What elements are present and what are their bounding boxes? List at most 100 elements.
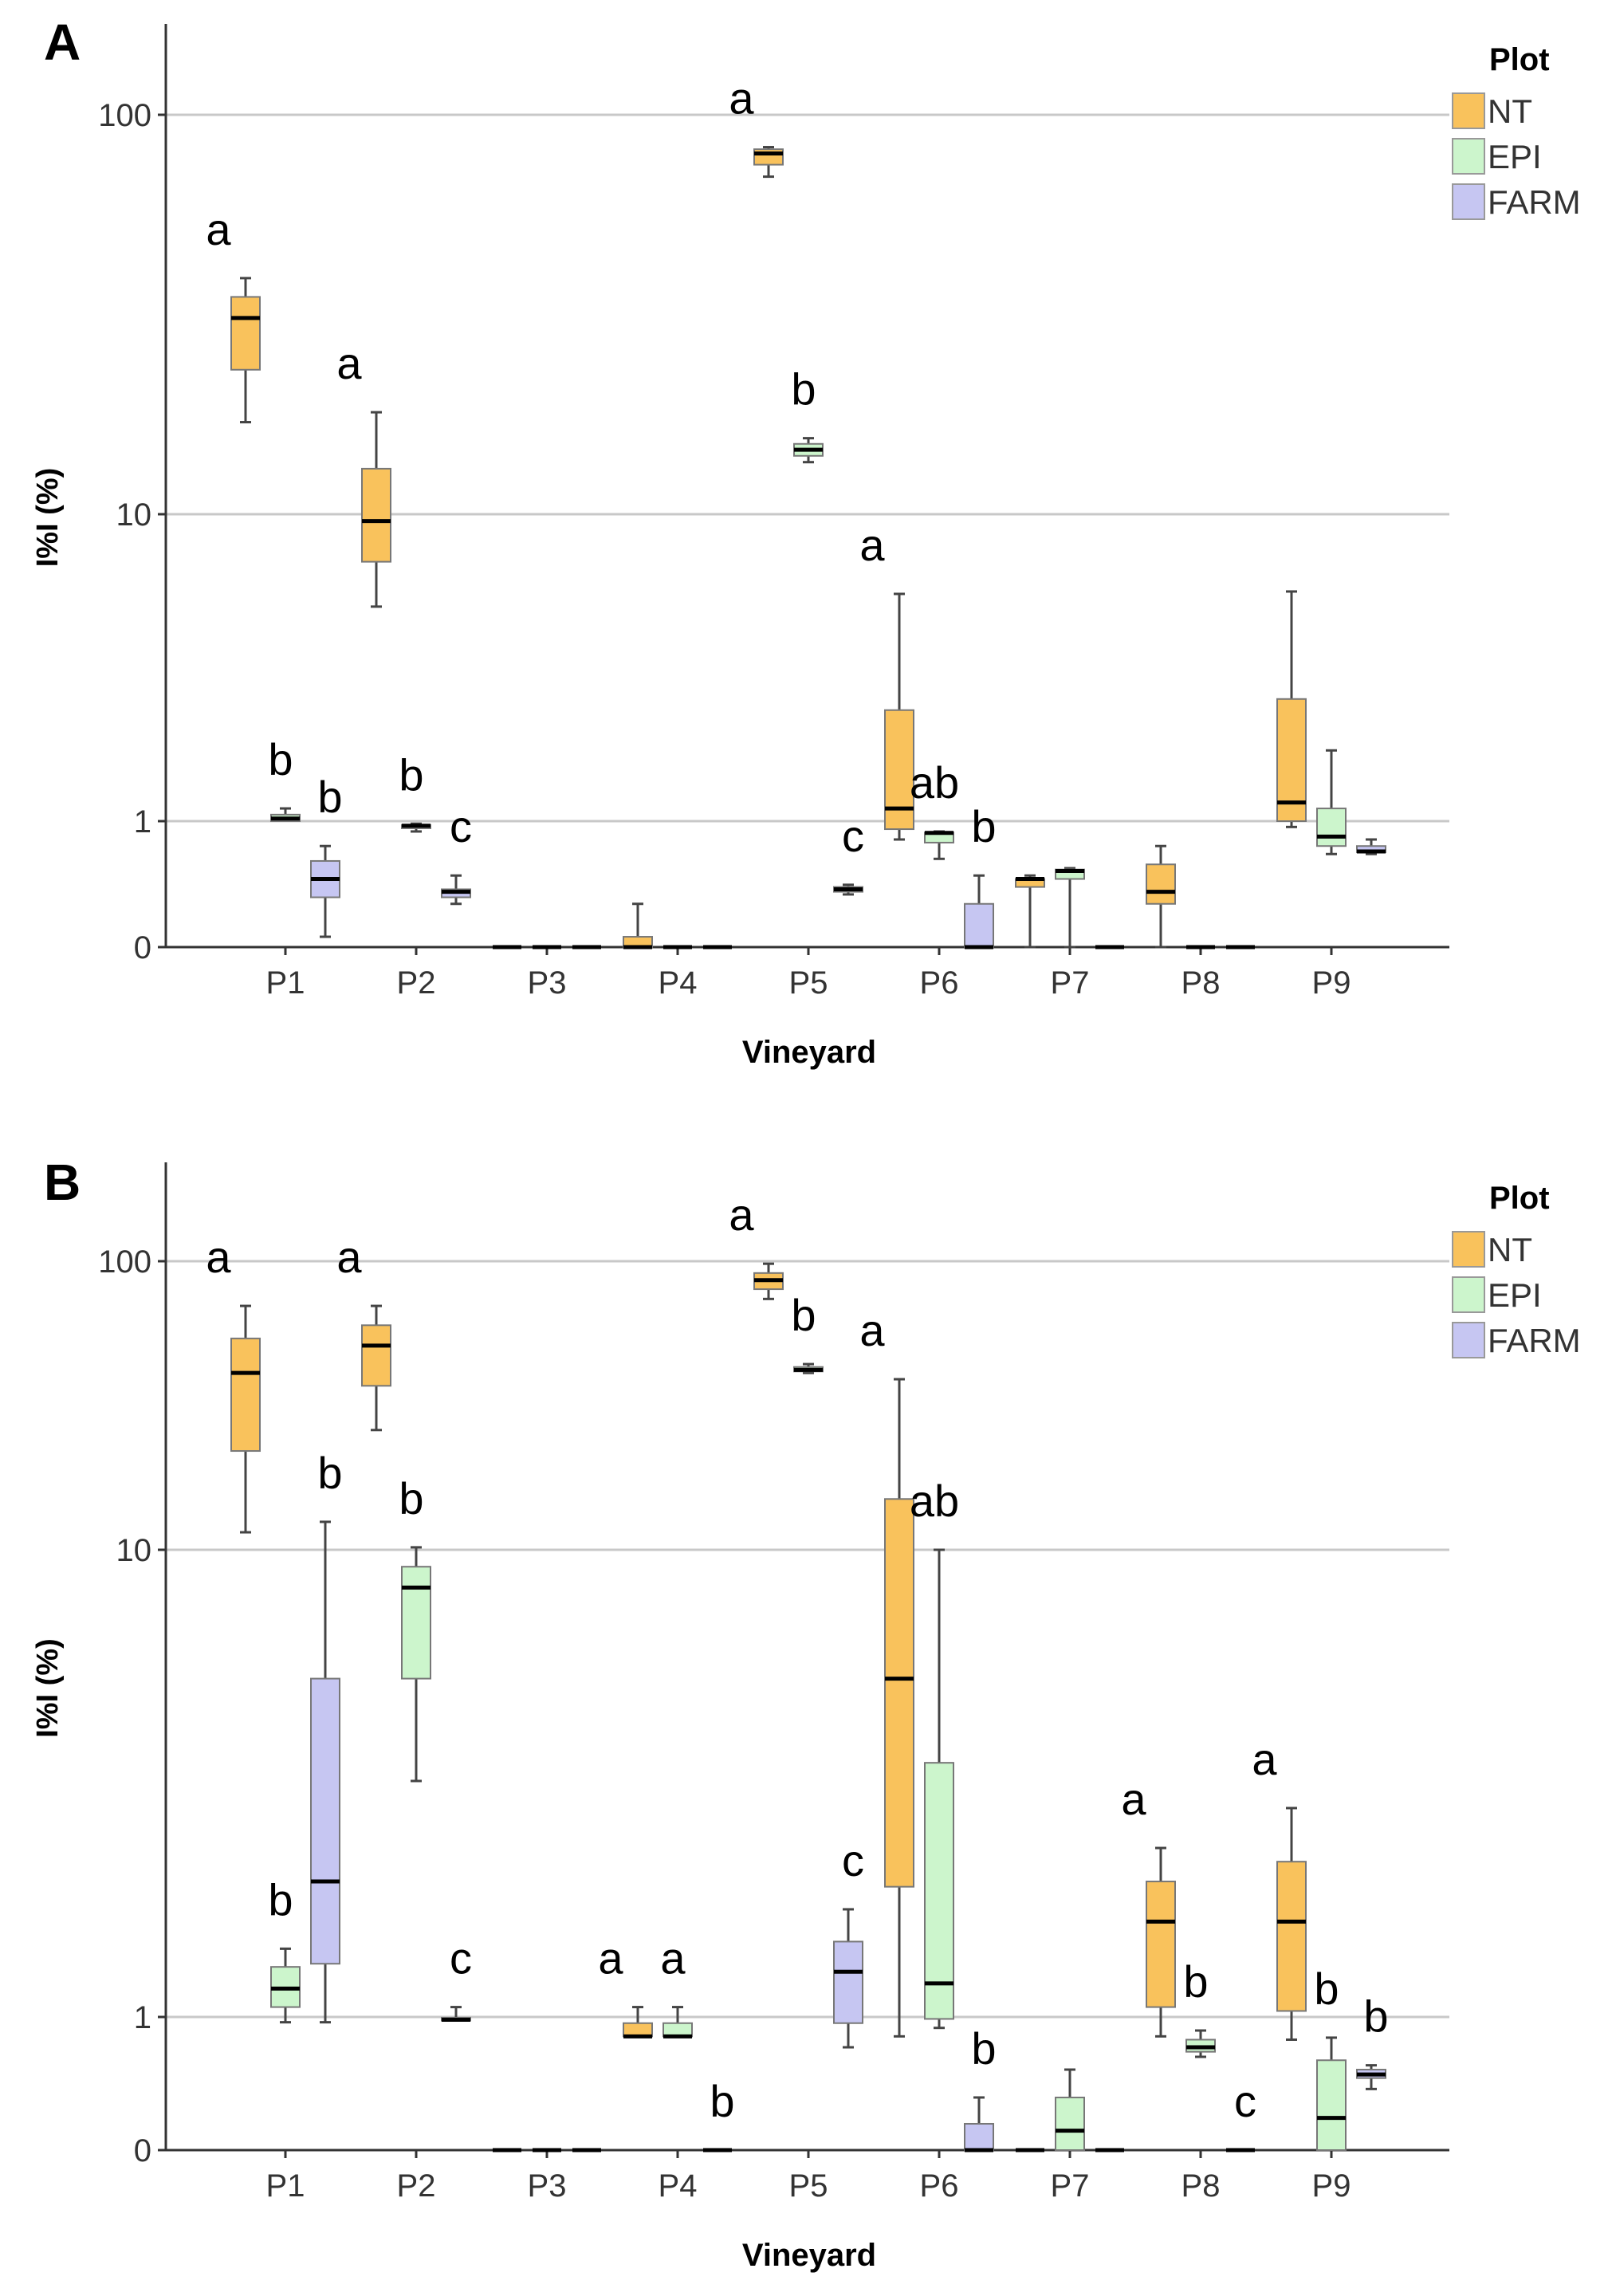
box-farm-p5: c bbox=[833, 1835, 864, 2049]
box-epi-p5: b bbox=[791, 364, 824, 464]
y-tick-label: 0 bbox=[134, 2133, 151, 2168]
box-farm-p2: c bbox=[441, 1933, 472, 2022]
significance-letter: b bbox=[791, 364, 816, 415]
box-epi-p7 bbox=[1055, 867, 1085, 949]
legend-entry-epi: EPI bbox=[1488, 1276, 1542, 1314]
significance-letter: a bbox=[206, 204, 231, 254]
box-iqr bbox=[230, 1337, 261, 1453]
box-nt-p4: a bbox=[598, 1933, 653, 2038]
x-tick-label: P3 bbox=[528, 2168, 567, 2204]
box-iqr bbox=[964, 902, 994, 948]
significance-letter: c bbox=[450, 1933, 472, 1983]
box-nt-p1: a bbox=[206, 1232, 261, 1534]
box-iqr bbox=[1146, 863, 1176, 905]
box-nt-p2: a bbox=[336, 338, 391, 608]
significance-letter: a bbox=[598, 1933, 623, 1983]
panel-letter: A bbox=[44, 14, 81, 71]
y-tick-label: 10 bbox=[116, 497, 152, 533]
x-tick-label: P5 bbox=[789, 965, 828, 1001]
significance-letter: b bbox=[317, 1448, 342, 1498]
legend-entry-farm: FARM bbox=[1488, 183, 1581, 221]
x-tick-label: P2 bbox=[397, 965, 436, 1001]
box-iqr bbox=[833, 1940, 863, 2024]
box-farm-p1: b bbox=[310, 772, 343, 938]
box-nt-p4 bbox=[623, 902, 653, 949]
significance-letter: a bbox=[729, 73, 754, 124]
box-iqr bbox=[1276, 1861, 1307, 2012]
legend-swatch-epi bbox=[1452, 138, 1485, 175]
box-iqr bbox=[310, 1677, 340, 1965]
legend-swatch-nt bbox=[1452, 92, 1485, 129]
significance-letter: c bbox=[842, 1835, 864, 1885]
significance-letter: b bbox=[399, 749, 423, 800]
significance-letter: a bbox=[1121, 1774, 1146, 1824]
x-tick-label: P3 bbox=[528, 965, 567, 1001]
box-iqr bbox=[1316, 808, 1347, 847]
box-nt-p2: a bbox=[336, 1232, 391, 1432]
box-epi-p1: b bbox=[268, 734, 301, 822]
significance-letter: c bbox=[1234, 2076, 1256, 2126]
x-tick-label: P7 bbox=[1051, 965, 1090, 1001]
significance-letter: a bbox=[859, 520, 885, 570]
box-farm-p6: b bbox=[964, 801, 997, 949]
x-tick-label: P7 bbox=[1051, 2168, 1090, 2204]
box-nt-p8 bbox=[1146, 844, 1176, 949]
significance-letter: b bbox=[317, 772, 342, 822]
box-farm-p9: b bbox=[1356, 1991, 1389, 2090]
box-nt-p6: a bbox=[859, 520, 914, 841]
legend-entry-farm: FARM bbox=[1488, 1322, 1581, 1359]
x-tick-label: P2 bbox=[397, 2168, 436, 2204]
significance-letter: b bbox=[268, 1874, 293, 1924]
significance-letter: b bbox=[971, 2023, 996, 2074]
box-epi-p5: b bbox=[791, 1290, 824, 1374]
box-iqr bbox=[1055, 2096, 1085, 2151]
legend-swatch-nt bbox=[1452, 1231, 1485, 1268]
x-tick-label: P1 bbox=[266, 965, 305, 1001]
box-farm-p6: b bbox=[964, 2023, 997, 2152]
significance-letter: c bbox=[842, 811, 864, 861]
box-epi-p6: ab bbox=[910, 1476, 959, 2030]
significance-letter: b bbox=[710, 2076, 734, 2126]
significance-letter: b bbox=[1314, 1964, 1339, 2014]
box-iqr bbox=[884, 1498, 914, 1888]
box-farm-p4: b bbox=[703, 2076, 735, 2152]
box-nt-p5: a bbox=[729, 73, 784, 179]
box-farm-p2: c bbox=[441, 801, 472, 906]
x-tick-label: P4 bbox=[659, 965, 698, 1001]
box-nt-p9 bbox=[1276, 590, 1307, 828]
legend-title: Plot bbox=[1489, 1181, 1550, 1216]
box-epi-p8: b bbox=[1183, 1956, 1216, 2058]
box-nt-p9: a bbox=[1252, 1734, 1307, 2041]
box-nt-p1: a bbox=[206, 204, 261, 424]
legend-entry-nt: NT bbox=[1488, 92, 1532, 130]
box-iqr bbox=[1146, 1881, 1176, 2008]
significance-letter: b bbox=[791, 1290, 816, 1340]
y-tick-label: 0 bbox=[134, 930, 151, 965]
x-tick-label: P9 bbox=[1312, 965, 1351, 1001]
significance-letter: b bbox=[1363, 1991, 1388, 2042]
x-axis-label: Vineyard bbox=[742, 2238, 876, 2273]
legend-swatch-epi bbox=[1452, 1276, 1485, 1313]
y-axis-label: I%I (%) bbox=[31, 1638, 65, 1738]
significance-letter: a bbox=[660, 1933, 686, 1983]
box-iqr bbox=[361, 467, 391, 563]
y-tick-label: 100 bbox=[98, 1244, 151, 1280]
legend-swatch-farm bbox=[1452, 1322, 1485, 1358]
box-epi-p2: b bbox=[399, 749, 431, 833]
significance-letter: a bbox=[336, 1232, 362, 1282]
box-epi-p7 bbox=[1055, 2068, 1085, 2151]
box-iqr bbox=[401, 1566, 431, 1680]
x-tick-label: P9 bbox=[1312, 2168, 1351, 2204]
box-iqr bbox=[361, 1324, 391, 1387]
box-epi-p6: ab bbox=[910, 757, 959, 860]
y-tick-label: 1 bbox=[134, 804, 151, 839]
panel-a: A 0 1 10 100 I%I (%) P1 P2 P3 P4 P5 P6 P7 P8 P9 Vineyar… bbox=[31, 14, 1581, 1070]
x-tick-label: P6 bbox=[920, 965, 959, 1001]
x-tick-label: P4 bbox=[659, 2168, 698, 2204]
x-tick-label: P8 bbox=[1181, 2168, 1221, 2204]
legend-title: Plot bbox=[1489, 42, 1550, 77]
significance-letter: a bbox=[729, 1189, 754, 1240]
significance-letter: a bbox=[206, 1232, 231, 1282]
legend-entry-nt: NT bbox=[1488, 1231, 1532, 1268]
box-farm-p8: c bbox=[1226, 2076, 1256, 2152]
